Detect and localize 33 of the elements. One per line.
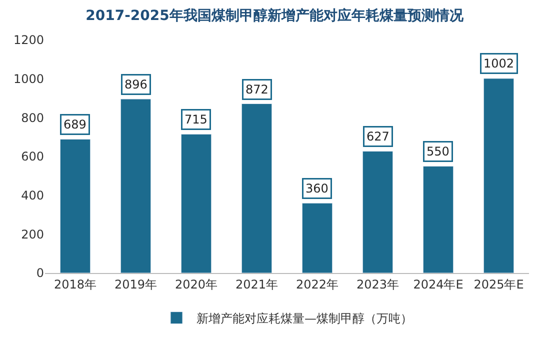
y-tick-label: 400 xyxy=(21,188,44,203)
data-label: 896 xyxy=(124,78,148,92)
y-tick-label: 600 xyxy=(21,150,44,164)
y-tick-label: 0 xyxy=(36,266,44,280)
y-tick-label: 1200 xyxy=(13,33,44,48)
x-tick-label: 2024年E xyxy=(413,277,464,292)
data-label: 715 xyxy=(184,112,208,126)
x-tick-label: 2019年 xyxy=(114,277,158,292)
bar xyxy=(302,202,333,273)
bar xyxy=(362,151,394,273)
bar xyxy=(120,98,152,273)
x-tick-label: 2020年 xyxy=(174,277,218,292)
bar xyxy=(241,103,272,273)
x-tick-label: 2023年 xyxy=(356,277,400,292)
x-tick-label: 2021年 xyxy=(235,277,278,292)
data-label: 689 xyxy=(64,118,86,132)
bar xyxy=(180,134,212,273)
bar xyxy=(60,138,91,273)
data-label: 1002 xyxy=(484,56,514,70)
data-label: 550 xyxy=(426,144,450,158)
chart-title: 2017-2025年我国煤制甲醇新增产能对应年耗煤量预测情况 xyxy=(86,7,464,24)
data-label: 872 xyxy=(246,82,268,96)
data-label: 360 xyxy=(306,182,328,196)
y-tick-label: 1000 xyxy=(13,72,44,86)
x-tick-label: 2018年 xyxy=(54,277,97,292)
legend-label: 新增产能对应耗煤量—煤制甲醇（万吨） xyxy=(196,311,412,326)
x-tick-label: 2022年 xyxy=(296,277,339,292)
x-tick-label: 2025年E xyxy=(474,277,524,292)
y-tick-label: 200 xyxy=(21,227,44,242)
bar xyxy=(483,78,514,273)
data-label: 627 xyxy=(366,130,390,144)
y-tick-label: 800 xyxy=(21,110,44,125)
bar xyxy=(422,166,454,273)
